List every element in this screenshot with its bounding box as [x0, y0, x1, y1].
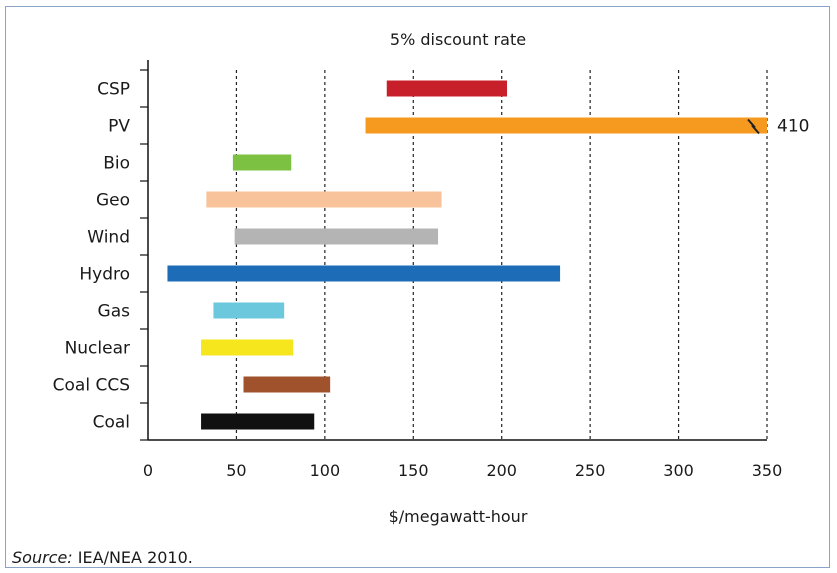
source-text: IEA/NEA 2010.	[77, 548, 193, 567]
category-label-geo: Geo	[96, 191, 130, 211]
bar-pv	[365, 117, 767, 134]
category-label-bio: Bio	[103, 154, 130, 174]
x-tick-labels: 0 50 100 150 200 250 300 350	[143, 461, 782, 480]
category-labels: CSP PV Bio Geo Wind Hydro Gas Nuclear Coal CCS Co…	[53, 80, 131, 433]
bar-nuclear	[201, 339, 294, 356]
bar-end-label-pv: 410	[777, 117, 809, 137]
axes-group	[140, 60, 767, 441]
x-tick-label-200: 200	[486, 461, 517, 480]
category-label-wind: Wind	[87, 228, 130, 248]
x-tick-label-100: 100	[310, 461, 341, 480]
axis-break-icon	[747, 118, 760, 135]
category-label-csp: CSP	[97, 80, 130, 100]
bar-gas	[213, 302, 285, 319]
bar-hydro	[167, 265, 561, 282]
bar-coal	[201, 413, 315, 430]
x-tick-label-250: 250	[575, 461, 606, 480]
x-tick-label-0: 0	[143, 461, 153, 480]
category-label-hydro: Hydro	[79, 265, 130, 285]
bar-geo	[206, 191, 442, 208]
category-label-coal: Coal	[93, 413, 130, 433]
category-label-nuclear: Nuclear	[65, 339, 130, 359]
x-tick-label-50: 50	[226, 461, 246, 480]
source-note: Source: IEA/NEA 2010.	[12, 548, 193, 567]
bar-coal-ccs	[243, 376, 331, 393]
bar-wind	[234, 228, 439, 245]
bars-group: 410	[167, 80, 809, 430]
x-tick-label-350: 350	[752, 461, 783, 480]
x-axis-label: $/megawatt-hour	[389, 507, 528, 526]
chart-title: 5% discount rate	[390, 30, 526, 49]
category-label-pv: PV	[108, 117, 130, 137]
x-tick-label-300: 300	[663, 461, 694, 480]
bar-bio	[232, 154, 292, 171]
chart-frame	[5, 6, 830, 568]
source-label: Source:	[12, 548, 73, 567]
x-tick-label-150: 150	[398, 461, 429, 480]
category-label-coal-ccs: Coal CCS	[53, 376, 130, 396]
category-label-gas: Gas	[98, 302, 131, 322]
bar-csp	[386, 80, 508, 97]
